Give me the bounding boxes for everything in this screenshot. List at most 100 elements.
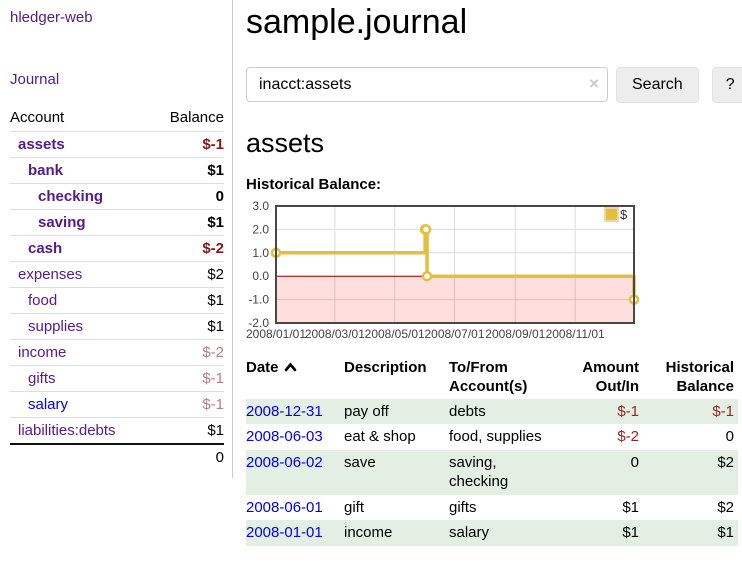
svg-text:$: $ xyxy=(620,207,628,222)
transaction-amount: 0 xyxy=(630,453,639,471)
account-row: supplies $1 xyxy=(10,313,224,340)
sidebar-account-link[interactable]: expenses xyxy=(18,266,83,283)
account-row: cash $-2 xyxy=(10,235,224,262)
sidebar: hledger-web Journal Account Balance asse… xyxy=(0,0,233,478)
svg-text:0.0: 0.0 xyxy=(252,269,269,283)
account-balance: $1 xyxy=(151,157,224,184)
register-header-description: Description xyxy=(344,358,427,376)
sidebar-account-link[interactable]: food xyxy=(28,292,58,309)
help-button[interactable]: ? xyxy=(711,66,742,103)
account-balance: $1 xyxy=(151,417,224,444)
account-row: salary $-1 xyxy=(10,391,224,418)
svg-text:1.0: 1.0 xyxy=(252,246,269,260)
account-balance: $2 xyxy=(151,261,224,288)
transaction-description: save xyxy=(344,453,376,471)
historical-balance-chart: 3.0 2.0 1.0 0.0 -1.0 -2.02008/01/012008/03/01… xyxy=(246,199,640,341)
account-balance: $-1 xyxy=(151,131,224,158)
register-tbody: 2008-12-31 pay off debts $-1 $-1 2008-06-03 ea… xyxy=(246,398,738,546)
register-row: 2008-01-01 income salary $1 $1 xyxy=(246,520,738,546)
transaction-date-link[interactable]: 2008-06-02 xyxy=(246,453,323,471)
svg-text:2008/01/01: 2008/01/01 xyxy=(246,327,306,341)
account-balance: $-2 xyxy=(151,235,224,262)
account-row: gifts $-1 xyxy=(10,365,224,392)
transaction-amount: $1 xyxy=(622,498,639,516)
svg-text:2008/09/01: 2008/09/01 xyxy=(485,327,545,341)
account-balance: $-1 xyxy=(151,365,224,392)
transaction-historical-balance: $-1 xyxy=(712,402,734,420)
transaction-amount: $-1 xyxy=(617,402,639,420)
transaction-historical-balance: $2 xyxy=(717,498,734,516)
account-row: saving $1 xyxy=(10,209,224,236)
search-input-wrap: × xyxy=(246,67,608,102)
main-content: sample.journal × Search ? assets Histori… xyxy=(233,0,742,566)
register-header-date[interactable]: Date xyxy=(246,355,344,399)
transaction-amount: $1 xyxy=(622,524,639,542)
sidebar-account-link[interactable]: supplies xyxy=(28,318,84,335)
account-balance: $-2 xyxy=(151,339,224,366)
transaction-date-link[interactable]: 2008-01-01 xyxy=(246,524,323,542)
sidebar-account-link[interactable]: gifts xyxy=(28,370,56,387)
account-row: assets $-1 xyxy=(10,131,224,158)
account-row: checking 0 xyxy=(10,183,224,210)
register-header-tofrom: To/From Account(s) xyxy=(449,358,528,395)
register-header-row: Date Description To/From Account(s) Amou… xyxy=(246,355,738,399)
sidebar-account-link[interactable]: income xyxy=(18,344,67,361)
sidebar-account-link[interactable]: saving xyxy=(38,214,86,231)
account-row: bank $1 xyxy=(10,157,224,184)
sidebar-account-link[interactable]: liabilities:debts xyxy=(18,422,116,439)
app-brand-link[interactable]: hledger-web xyxy=(10,9,93,26)
transaction-historical-balance: $2 xyxy=(717,453,734,471)
svg-text:2008/07/01: 2008/07/01 xyxy=(424,327,484,341)
transaction-date-link[interactable]: 2008-06-01 xyxy=(246,498,323,516)
sidebar-account-link[interactable]: bank xyxy=(28,162,64,179)
accounts-header-balance: Balance xyxy=(169,109,224,126)
sidebar-account-link[interactable]: cash xyxy=(28,240,63,257)
account-balance: $1 xyxy=(151,209,224,236)
register-table: Date Description To/From Account(s) Amou… xyxy=(246,355,738,546)
account-row: food $1 xyxy=(10,287,224,314)
svg-text:2008/11/01: 2008/11/01 xyxy=(546,327,605,341)
account-row: income $-2 xyxy=(10,339,224,366)
register-row: 2008-06-02 save saving, checking 0 $2 xyxy=(246,449,738,495)
account-balance: $-1 xyxy=(151,391,224,418)
account-balance: 0 xyxy=(151,183,224,210)
accounts-total-row: 0 xyxy=(10,443,224,470)
transaction-accounts: gifts xyxy=(449,498,477,516)
clear-search-icon[interactable]: × xyxy=(589,74,599,93)
svg-text:2008/03/01: 2008/03/01 xyxy=(305,327,365,341)
transaction-accounts: salary xyxy=(449,524,490,542)
transaction-accounts: saving, checking xyxy=(449,453,509,491)
account-balance: $1 xyxy=(151,287,224,314)
account-heading: assets xyxy=(246,127,325,158)
accounts-tbody: assets $-1 bank $1 checking 0 saving $1 cash $-2 e… xyxy=(10,131,224,444)
transaction-historical-balance: $1 xyxy=(717,524,734,542)
search-input[interactable] xyxy=(246,67,608,102)
transaction-description: pay off xyxy=(344,402,389,420)
svg-text:2008/05/01: 2008/05/01 xyxy=(365,327,425,341)
sidebar-account-link[interactable]: salary xyxy=(28,396,69,413)
accounts-total-value: 0 xyxy=(10,443,224,470)
sidebar-account-link[interactable]: checking xyxy=(38,188,104,205)
accounts-table: Account Balance assets $-1 bank $1 checking 0… xyxy=(10,105,224,470)
date-header-label: Date xyxy=(246,358,279,376)
search-bar: × Search ? xyxy=(246,66,742,103)
account-balance: $1 xyxy=(151,313,224,340)
account-row: liabilities:debts $1 xyxy=(10,417,224,444)
svg-text:-1.0: -1.0 xyxy=(248,292,269,306)
transaction-accounts: debts xyxy=(449,402,486,420)
register-row: 2008-12-31 pay off debts $-1 $-1 xyxy=(246,398,738,425)
svg-text:3.0: 3.0 xyxy=(252,199,269,213)
search-button[interactable]: Search xyxy=(616,66,699,103)
transaction-accounts: food, supplies xyxy=(449,428,542,446)
page-title: sample.journal xyxy=(246,3,468,41)
transaction-amount: $-2 xyxy=(617,428,639,446)
sidebar-account-link[interactable]: assets xyxy=(18,136,65,153)
transaction-description: income xyxy=(344,524,393,542)
transaction-description: eat & shop xyxy=(344,428,416,446)
sort-ascending-icon xyxy=(284,362,296,372)
sidebar-item-journal[interactable]: Journal xyxy=(10,71,60,88)
transaction-date-link[interactable]: 2008-12-31 xyxy=(246,402,323,420)
transaction-date-link[interactable]: 2008-06-03 xyxy=(246,428,323,446)
transaction-description: gift xyxy=(344,498,365,516)
register-header-amount: Amount Out/In xyxy=(582,358,639,395)
